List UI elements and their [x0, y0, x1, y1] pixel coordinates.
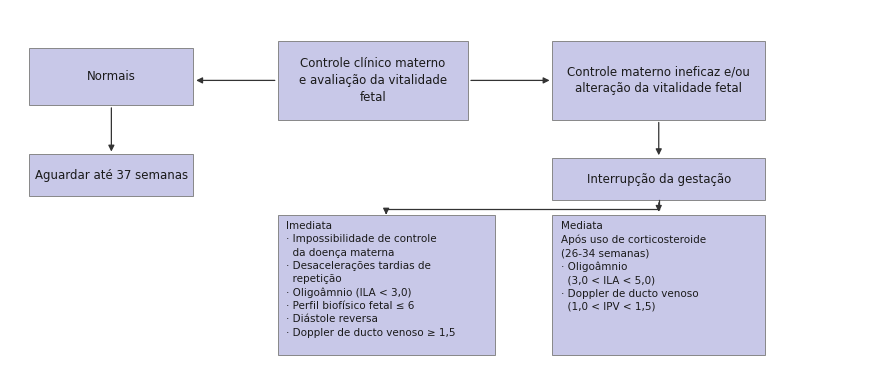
FancyBboxPatch shape: [552, 215, 765, 355]
FancyBboxPatch shape: [552, 158, 765, 200]
Text: Normais: Normais: [87, 70, 136, 83]
FancyBboxPatch shape: [29, 48, 194, 105]
FancyBboxPatch shape: [277, 41, 468, 120]
FancyBboxPatch shape: [29, 154, 194, 196]
FancyBboxPatch shape: [277, 215, 495, 355]
FancyBboxPatch shape: [552, 41, 765, 120]
Text: Interrupção da gestação: Interrupção da gestação: [587, 173, 731, 186]
Text: Controle materno ineficaz e/ou
alteração da vitalidade fetal: Controle materno ineficaz e/ou alteração…: [567, 65, 750, 95]
Text: Mediata
Após uso de corticosteroide
(26-34 semanas)
· Oligoâmnio
  (3,0 < ILA < : Mediata Após uso de corticosteroide (26-…: [561, 221, 706, 312]
Text: Imediata
· Impossibilidade de controle
  da doença materna
· Desacelerações tard: Imediata · Impossibilidade de controle d…: [286, 221, 456, 337]
Text: Controle clínico materno
e avaliação da vitalidade
fetal: Controle clínico materno e avaliação da …: [299, 57, 447, 104]
Text: Aguardar até 37 semanas: Aguardar até 37 semanas: [35, 169, 188, 182]
